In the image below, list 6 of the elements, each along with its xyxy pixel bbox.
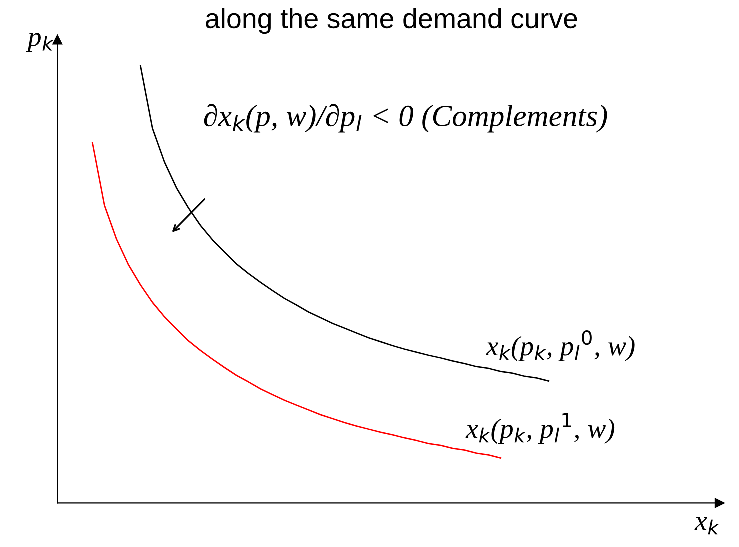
chart-title: along the same demand curve [206, 8, 578, 34]
x-axis-title: x$_{k}$ [694, 517, 720, 535]
annotation: ∂x$_{k}$(p, w)/∂p$_{l}$ < 0 (Complements) [204, 104, 608, 133]
series-label: x$_{k}$(p$_{k}$, p$_{l}$$^{0}$, w) [486, 330, 635, 362]
y-axis-title: p$_{k}$ [26, 33, 54, 52]
series-label: x$_{k}$(p$_{k}$, p$_{l}$$^{1}$, w) [466, 413, 615, 444]
